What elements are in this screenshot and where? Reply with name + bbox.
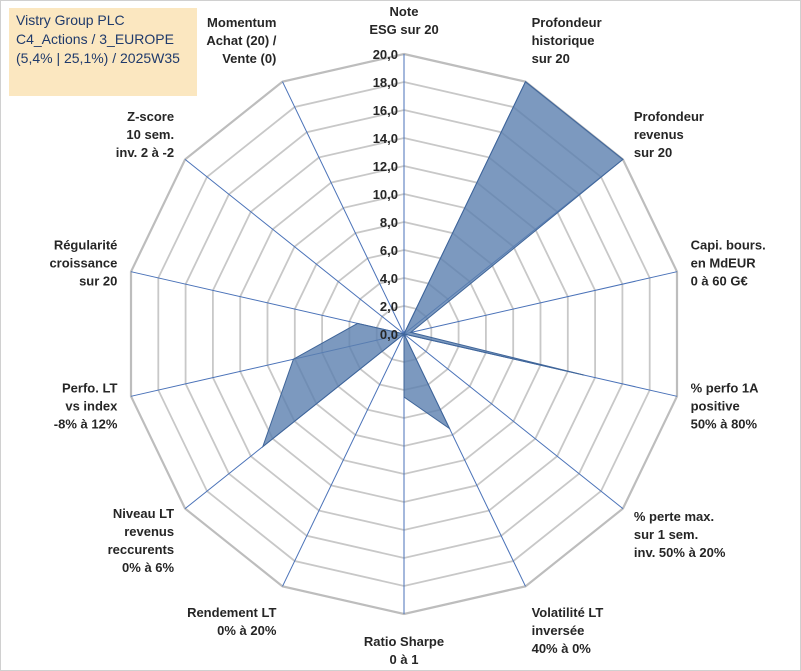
axis-label-line: Régularité [54, 238, 118, 253]
axis-label: Régularité croissance sur 20 [49, 238, 117, 289]
axis-label-line: Ratio Sharpe [364, 634, 444, 649]
axis-label-line: Profondeur [634, 109, 704, 124]
axis-label-line: reccurents [108, 542, 174, 557]
axis-label-line: Z-score [127, 109, 174, 124]
axis-label-line: inv. 50% à 20% [634, 545, 726, 560]
tick-label: 18,0 [373, 75, 398, 90]
axis-label-line: sur 20 [79, 274, 117, 289]
axis-label-line: vs index [65, 398, 118, 413]
tick-label: 12,0 [373, 159, 398, 174]
axis-label-line: Profondeur [532, 15, 602, 30]
axis-label-line: inversée [532, 623, 585, 638]
tick-label: 4,0 [380, 271, 398, 286]
axis-label-line: Niveau LT [113, 506, 174, 521]
radar-axis-labels: Note ESG sur 20 Profondeur historique sur 20… [49, 4, 765, 667]
axis-label: % perfo 1A positive 50% à 80% [691, 380, 760, 431]
axis-label-line: 10 sem. [126, 127, 174, 142]
axis-label-line: sur 20 [532, 51, 570, 66]
axis-label-line: 40% à 0% [532, 641, 592, 656]
axis-label: % perte max. sur 1 sem. inv. 50% à 20% [634, 509, 726, 560]
axis-label: Niveau LT revenus reccurents 0% à 6% [108, 506, 175, 575]
axis-spoke [403, 333, 624, 509]
axis-label: Profondeur revenus sur 20 [634, 109, 704, 160]
tick-label: 8,0 [380, 215, 398, 230]
axis-spoke [282, 333, 405, 587]
axis-label: Z-score 10 sem. inv. 2 à -2 [116, 109, 174, 160]
axis-label-line: Capi. bours. [691, 238, 766, 253]
axis-label-line: 50% à 80% [691, 416, 758, 431]
axis-label-line: 0% à 20% [217, 623, 277, 638]
chart-header-box: Vistry Group PLC C4_Actions / 3_EUROPE (… [9, 8, 197, 96]
header-line-category: C4_Actions / 3_EUROPE [16, 31, 174, 47]
axis-label-line: Rendement LT [187, 605, 276, 620]
radar-tick-labels: 0,0 2,0 4,0 6,0 8,0 10,0 12,0 14,0 16,0 18,0 20,0 [373, 47, 398, 342]
axis-label-line: Achat (20) / [206, 33, 276, 48]
axis-label: Perfo. LT vs index -8% à 12% [54, 380, 118, 431]
axis-label-line: Note [390, 4, 419, 19]
axis-label-line: revenus [124, 524, 174, 539]
radar-series [261, 80, 624, 449]
axis-label-line: sur 20 [634, 145, 672, 160]
tick-label: 2,0 [380, 299, 398, 314]
axis-label-line: 0 à 60 G€ [691, 274, 748, 289]
axis-label-line: Volatilité LT [532, 605, 604, 620]
axis-label: Momentum Achat (20) / Vente (0) [206, 15, 276, 66]
axis-label: Ratio Sharpe 0 à 1 [364, 634, 444, 667]
axis-spoke [282, 81, 405, 335]
axis-label: Capi. bours. en MdEUR 0 à 60 G€ [691, 238, 766, 289]
axis-label-line: historique [532, 33, 595, 48]
tick-label: 0,0 [380, 327, 398, 342]
axis-label-line: en MdEUR [691, 256, 757, 271]
axis-label-line: % perfo 1A [691, 380, 760, 395]
axis-label: Rendement LT 0% à 20% [187, 605, 277, 638]
axis-label-line: sur 1 sem. [634, 527, 698, 542]
axis-label-line: % perte max. [634, 509, 714, 524]
axis-label-line: inv. 2 à -2 [116, 145, 174, 160]
axis-label-line: croissance [49, 256, 117, 271]
header-line-company: Vistry Group PLC [16, 12, 125, 28]
axis-label: Note ESG sur 20 [369, 4, 438, 37]
axis-spoke [184, 159, 405, 335]
axis-label-line: Vente (0) [222, 51, 276, 66]
axis-label-line: Momentum [207, 15, 276, 30]
tick-label: 6,0 [380, 243, 398, 258]
tick-label: 10,0 [373, 187, 398, 202]
axis-label-line: -8% à 12% [54, 416, 118, 431]
axis-label: Profondeur historique sur 20 [532, 15, 602, 66]
axis-label-line: 0 à 1 [390, 652, 419, 667]
axis-spoke [403, 271, 678, 335]
axis-label-line: Perfo. LT [62, 380, 117, 395]
series-area [261, 80, 624, 449]
axis-label-line: ESG sur 20 [369, 22, 438, 37]
tick-label: 20,0 [373, 47, 398, 62]
axis-label: Volatilité LT inversée 40% à 0% [532, 605, 604, 656]
header-line-stats: (5,4% | 25,1%) / 2025W35 [16, 50, 180, 66]
axis-label-line: 0% à 6% [122, 560, 174, 575]
axis-label-line: positive [691, 398, 740, 413]
axis-label-line: revenus [634, 127, 684, 142]
tick-label: 14,0 [373, 131, 398, 146]
tick-label: 16,0 [373, 103, 398, 118]
